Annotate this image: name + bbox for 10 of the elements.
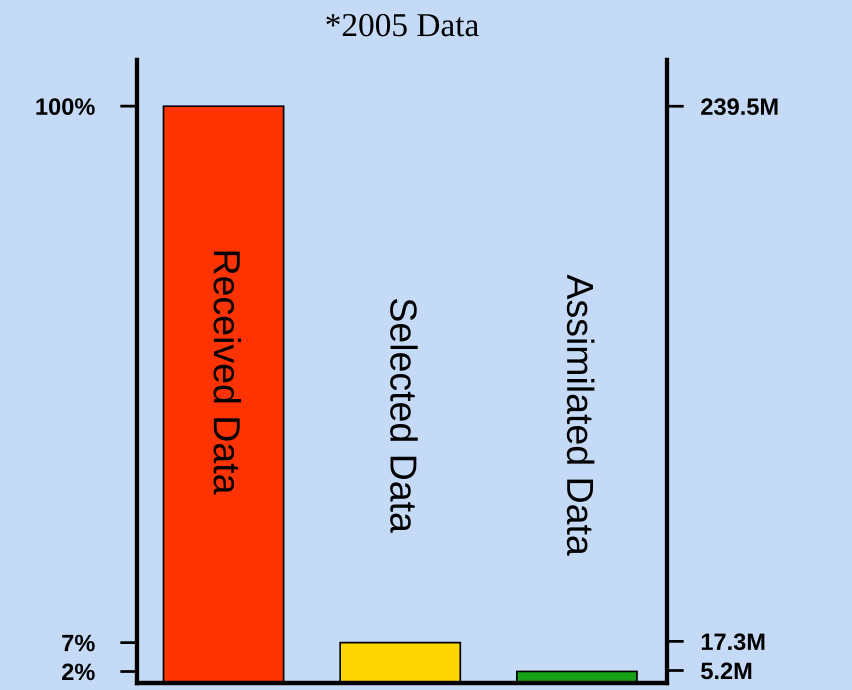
x-tick-label: Selected Data — [390, 299, 418, 533]
y2-tick-label: 5.2M — [701, 662, 752, 680]
y-tick-label: 100% — [36, 98, 95, 115]
y2-tick-label: 17.3M — [702, 633, 764, 650]
y-tick-label: 2% — [62, 664, 95, 680]
x-tick-label: Assimilated Data — [566, 274, 594, 556]
y-tick-label: 7% — [62, 634, 95, 652]
chart-title: *2005 Data — [326, 14, 479, 36]
y2-tick-label: 239.5M — [701, 98, 778, 116]
x-tick-label: Received Data — [214, 252, 242, 494]
